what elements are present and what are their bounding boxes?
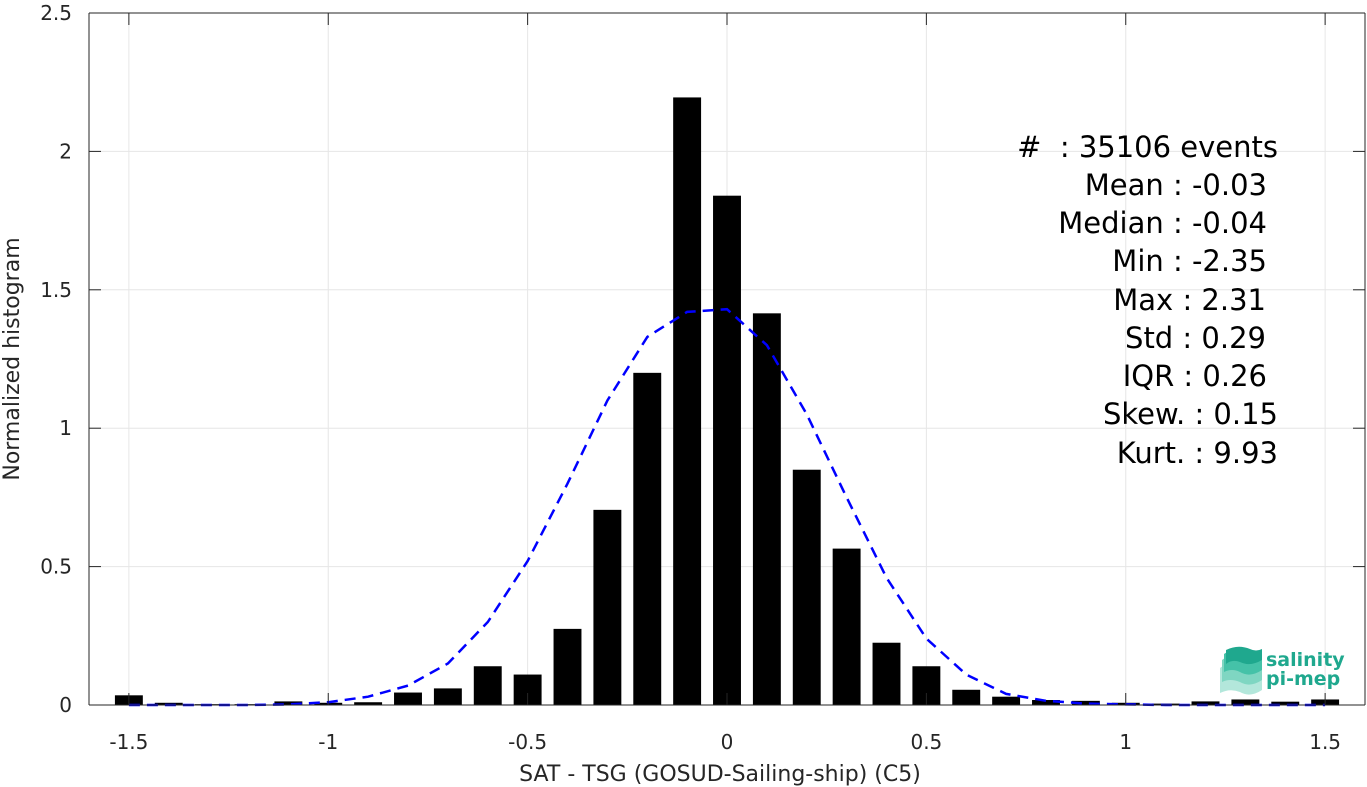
histogram-bar [433, 688, 462, 705]
histogram-bar [792, 469, 821, 705]
x-tick-label: -1 [318, 730, 338, 754]
histogram-bar [752, 313, 781, 705]
histogram-bar [832, 548, 861, 705]
histogram-bar [713, 195, 741, 706]
histogram-bar [1231, 699, 1260, 705]
histogram-bar [1191, 701, 1220, 705]
stat-kurt: Kurt. : 9.93 [1117, 436, 1278, 470]
stat-events: # : 35106 events [1017, 130, 1278, 164]
y-tick-label: 2 [59, 139, 72, 163]
stat-median: Median : -0.04 [1058, 206, 1267, 240]
stat-skew: Skew. : 0.15 [1103, 397, 1278, 431]
histogram-bar [354, 702, 383, 705]
histogram-bar [394, 692, 422, 705]
stat-iqr: IQR : 0.26 [1123, 359, 1267, 393]
x-tick-label: -0.5 [508, 730, 547, 754]
y-tick-label: 1.5 [40, 278, 72, 302]
histogram-bar [593, 509, 622, 705]
x-tick-label: 1.5 [1309, 730, 1341, 754]
y-tick-label: 2.5 [40, 1, 72, 25]
stat-min: Min : -2.35 [1112, 244, 1267, 278]
statistics-annotations: # : 35106 events Mean : -0.03 Median : -… [1017, 130, 1278, 470]
logo-text-salinity: salinity [1266, 649, 1345, 671]
histogram-bar [1271, 701, 1300, 705]
y-tick-label: 1 [59, 416, 72, 440]
salinity-pi-mep-logo: salinity pi-mep [1220, 646, 1345, 695]
x-tick-label: -1.5 [109, 730, 148, 754]
y-axis-ticks: 0 0.5 1 1.5 2 2.5 [40, 1, 1365, 717]
histogram-bar [673, 97, 702, 705]
x-axis-ticks: -1.5 -1 -0.5 0 0.5 1 1.5 [109, 13, 1341, 754]
y-tick-label: 0 [59, 693, 72, 717]
x-axis-label: SAT - TSG (GOSUD-Sailing-ship) (C5) [519, 762, 921, 787]
y-axis-label: Normalized histogram [0, 237, 25, 480]
histogram-bar [274, 701, 303, 705]
logo-text-pi-mep: pi-mep [1266, 668, 1340, 690]
histogram-bar [553, 628, 582, 705]
stat-max: Max : 2.31 [1113, 283, 1266, 317]
stat-mean: Mean : -0.03 [1085, 168, 1267, 202]
histogram-bar [952, 689, 981, 705]
stat-std: Std : 0.29 [1125, 321, 1266, 355]
histogram-bars [114, 97, 1340, 706]
wave-logo-icon [1220, 646, 1262, 695]
y-tick-label: 0.5 [40, 555, 72, 579]
histogram-bar [1071, 700, 1100, 705]
histogram-bar [633, 372, 662, 705]
x-tick-label: 0 [721, 730, 734, 754]
histogram-bar [872, 642, 901, 705]
histogram-bar [1032, 700, 1060, 705]
histogram-bar [992, 696, 1021, 705]
x-tick-label: 0.5 [910, 730, 942, 754]
x-tick-label: 1 [1119, 730, 1132, 754]
histogram-bar [473, 666, 502, 705]
